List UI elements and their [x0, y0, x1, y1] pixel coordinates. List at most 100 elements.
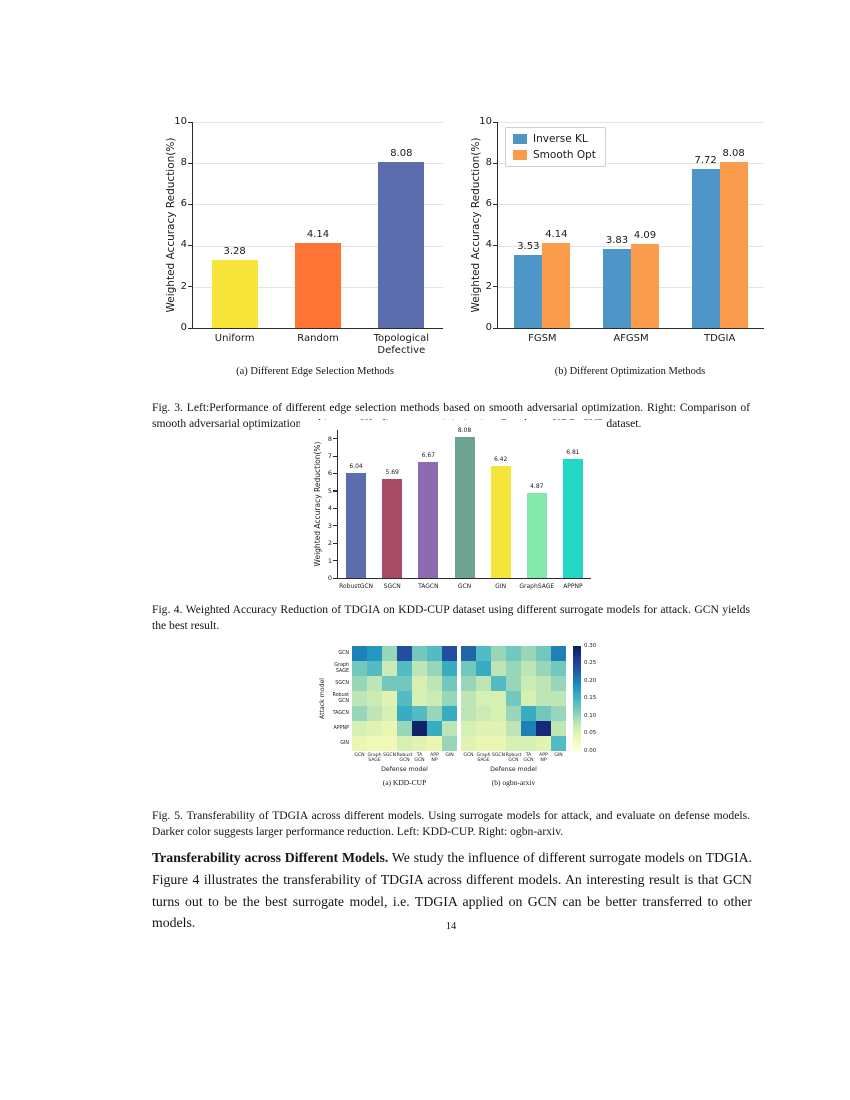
heatmap-cell [397, 661, 412, 676]
heatmap-row-label: GCN [338, 650, 349, 656]
y-axis-label: Weighted Accuracy Reduction(%) [470, 137, 482, 313]
heatmap-cell [352, 676, 367, 691]
y-tick-label: 0 [180, 321, 187, 333]
heatmap-cell [536, 721, 551, 736]
heatmap-cell [491, 736, 506, 751]
heatmap-cell [412, 721, 427, 736]
heatmap-cell [521, 661, 536, 676]
heatmap-cell [506, 736, 521, 751]
y-tick-mark [333, 438, 338, 440]
heatmap-row-label: APPNP [333, 725, 349, 731]
y-tick-mark [333, 473, 338, 475]
heatmap-cell [382, 691, 397, 706]
heatmap-cell [536, 706, 551, 721]
bar [526, 493, 547, 578]
heatmap-cell [506, 706, 521, 721]
heatmap-cell [536, 736, 551, 751]
heatmap-cell [476, 691, 491, 706]
heatmap-cell [476, 736, 491, 751]
y-tick-mark [188, 286, 193, 288]
heatmap-cell [461, 661, 476, 676]
fig5-caption: Fig. 5. Transferability of TDGIA across … [152, 809, 750, 838]
heatmap-x-axis-label: Defense model [490, 766, 537, 773]
gridline [498, 204, 764, 206]
y-tick-label: 0 [485, 321, 492, 333]
heatmap-cell [461, 721, 476, 736]
y-tick-mark [188, 245, 193, 247]
bar-value-label: 5.69 [385, 468, 399, 476]
heatmap-cell [367, 676, 382, 691]
heatmap-col-label: TA GCN [523, 753, 534, 764]
bar [346, 472, 367, 578]
heatmap-cell [476, 721, 491, 736]
heatmap-cell [491, 676, 506, 691]
heatmap-cell [506, 646, 521, 661]
heatmap-cell [397, 736, 412, 751]
bar-value-label: 4.09 [633, 229, 657, 241]
y-tick-label: 1 [327, 556, 332, 565]
heatmap-cell [461, 691, 476, 706]
x-tick-label: Uniform [214, 333, 255, 344]
heatmap-col-label: GCN [463, 753, 474, 758]
y-axis-label: Weighted Accuracy Reduction(%) [165, 137, 177, 313]
heatmap-cell [367, 736, 382, 751]
heatmap-cell [521, 706, 536, 721]
heatmap-cell [536, 676, 551, 691]
heatmap-grid [461, 646, 566, 751]
heatmap-cell [461, 736, 476, 751]
x-tick-label: TDGIA [703, 333, 736, 344]
heatmap-cell [412, 646, 427, 661]
paragraph-rest: We study the influence of different surr… [152, 850, 753, 931]
colorbar-tick-label: 0.30 [584, 642, 597, 649]
heatmap-cell [506, 676, 521, 691]
y-tick-mark [333, 542, 338, 544]
gridline [498, 122, 764, 123]
heatmap-cell [382, 661, 397, 676]
y-tick-label: 0 [327, 573, 332, 582]
bar [542, 242, 571, 328]
x-tick-label: Random [297, 333, 339, 344]
heatmap-col-label: SGCN [491, 753, 506, 758]
fig5-transferability-heatmaps: GCN Graph SAGE SGCN Robust GCN TAGCN APPNP GIN… [305, 640, 625, 805]
y-tick-label: 2 [180, 280, 187, 292]
y-axis-label: Weighted Accuracy Reduction(%) [313, 441, 322, 567]
y-tick-mark [188, 121, 193, 123]
heatmap-row-label: TAGCN [332, 710, 349, 716]
y-tick-mark [333, 507, 338, 509]
heatmap-cell [442, 706, 457, 721]
x-tick-label: Topological Defective [373, 333, 430, 356]
heatmap-cell [536, 691, 551, 706]
colorbar-tick-label: 0.15 [584, 695, 597, 701]
heatmap-cell [427, 706, 442, 721]
colorbar-tick-label: 0.10 [584, 712, 597, 719]
bar [418, 461, 439, 578]
x-tick-label: APPNP [563, 583, 583, 590]
bar [691, 168, 720, 328]
heatmap-cell [476, 676, 491, 691]
bar-value-label: 6.67 [421, 451, 436, 459]
y-tick-mark [493, 162, 498, 164]
gridline [193, 163, 443, 165]
fig4-surrogate-chart: 0 1 2 3 4 5 6 7 8 6.04 5.69 6.67 8.08 6.42 4.87 6.81 Rob… [300, 420, 605, 600]
body-paragraph: Transferability across Different Models.… [152, 847, 752, 934]
heatmap-cell [442, 736, 457, 751]
heatmap-col-label: APP NP [430, 753, 439, 764]
y-tick-label: 4 [327, 504, 332, 513]
bar [562, 459, 583, 578]
x-tick-label: GCN [457, 583, 472, 590]
heatmap-cell [397, 721, 412, 736]
heatmap-col-label: Robust GCN [396, 753, 413, 764]
heatmap-cell [491, 721, 506, 736]
heatmap-col-label: Robust GCN [505, 753, 522, 764]
heatmap-col-label: Graph SAGE [476, 753, 491, 764]
heatmap-cell [412, 676, 427, 691]
heatmap-cell [506, 661, 521, 676]
heatmap-cell [491, 646, 506, 661]
heatmap-cell [536, 646, 551, 661]
heatmap-cell [367, 706, 382, 721]
heatmap-cell [427, 736, 442, 751]
heatmap-cell [352, 721, 367, 736]
bar [454, 437, 475, 578]
heatmap-row-label: GIN [340, 740, 349, 746]
heatmap-col-label: GCN [354, 753, 365, 758]
